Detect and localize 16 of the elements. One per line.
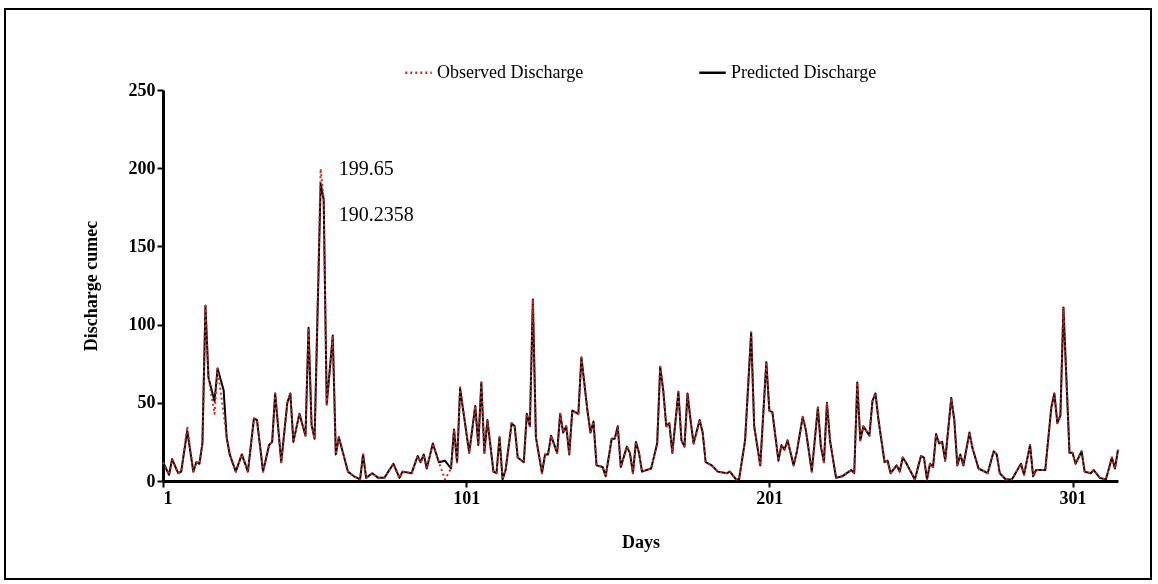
legend-label: Observed Discharge <box>437 61 584 82</box>
annotation: 190.2358 <box>338 203 414 226</box>
y-tick-label: 200 <box>128 157 156 178</box>
y-tick-label: 50 <box>137 392 156 413</box>
legend-label: Predicted Discharge <box>731 61 877 82</box>
x-axis-title: Days <box>621 531 661 552</box>
x-tick-label: 101 <box>453 487 481 508</box>
y-tick-label: 250 <box>128 79 156 100</box>
x-tick-label: 1 <box>163 487 173 508</box>
y-axis-title: Discharge cumec <box>80 220 101 352</box>
x-tick-label: 201 <box>756 487 784 508</box>
y-tick-label: 0 <box>146 470 156 491</box>
y-tick-label: 150 <box>128 235 156 256</box>
x-tick-label: 301 <box>1059 487 1087 508</box>
y-tick-label: 100 <box>128 314 156 335</box>
annotation: 199.65 <box>338 156 394 179</box>
